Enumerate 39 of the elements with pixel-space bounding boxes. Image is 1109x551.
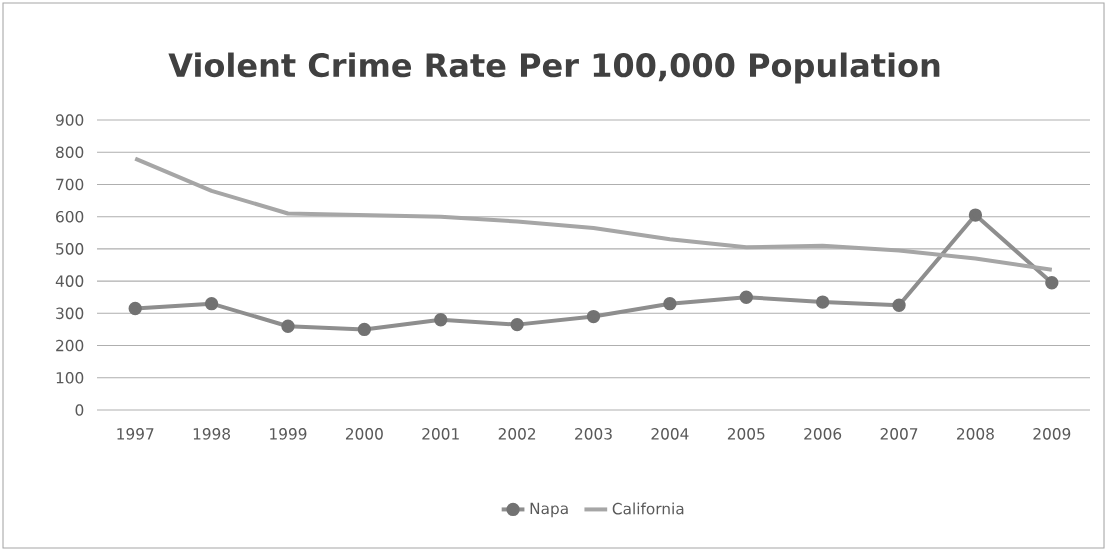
y-tick-label: 500	[56, 243, 84, 255]
point	[586, 309, 601, 324]
point	[892, 298, 906, 312]
chart-title: Violent Crime Rate Per 100,000 Population	[168, 52, 940, 84]
y-tick-label: 700	[56, 178, 84, 191]
y-tick-label: 400	[55, 275, 84, 287]
x-tick-label: 1999	[270, 428, 307, 440]
y-tick-label: 0	[75, 404, 84, 416]
y-tick-label: 100	[56, 371, 84, 384]
point	[739, 290, 753, 304]
x-tick-label: 2009	[1033, 428, 1071, 440]
x-tick-label: 2007	[880, 428, 918, 440]
x-tick-label: 1998	[193, 428, 231, 440]
x-tick-label: 2000	[345, 428, 383, 440]
point	[434, 313, 448, 327]
legend-label: California	[612, 502, 684, 515]
x-tick-label: 2003	[575, 428, 612, 440]
point	[204, 297, 219, 311]
y-tick-label: 900	[55, 114, 84, 126]
x-tick-label: 2006	[804, 428, 842, 440]
x-tick-label: 2008	[957, 428, 994, 440]
point	[128, 301, 142, 316]
point	[968, 208, 983, 222]
point	[1045, 276, 1059, 290]
x-tick-label: 2004	[651, 428, 689, 440]
point	[663, 297, 677, 311]
y-tick-label: 600	[56, 210, 84, 223]
y-tick-label: 800	[56, 146, 84, 159]
point	[816, 295, 830, 309]
legend-label: Napa	[530, 502, 568, 518]
y-tick-label: 200	[56, 339, 84, 352]
x-tick-label: 1997	[117, 428, 154, 440]
point	[281, 319, 295, 333]
x-tick-label: 2001	[422, 428, 459, 440]
x-tick-label: 2002	[498, 428, 536, 440]
point	[357, 322, 372, 337]
point	[510, 317, 524, 332]
y-tick-label: 300	[56, 307, 84, 320]
x-tick-label: 2005	[727, 428, 765, 440]
